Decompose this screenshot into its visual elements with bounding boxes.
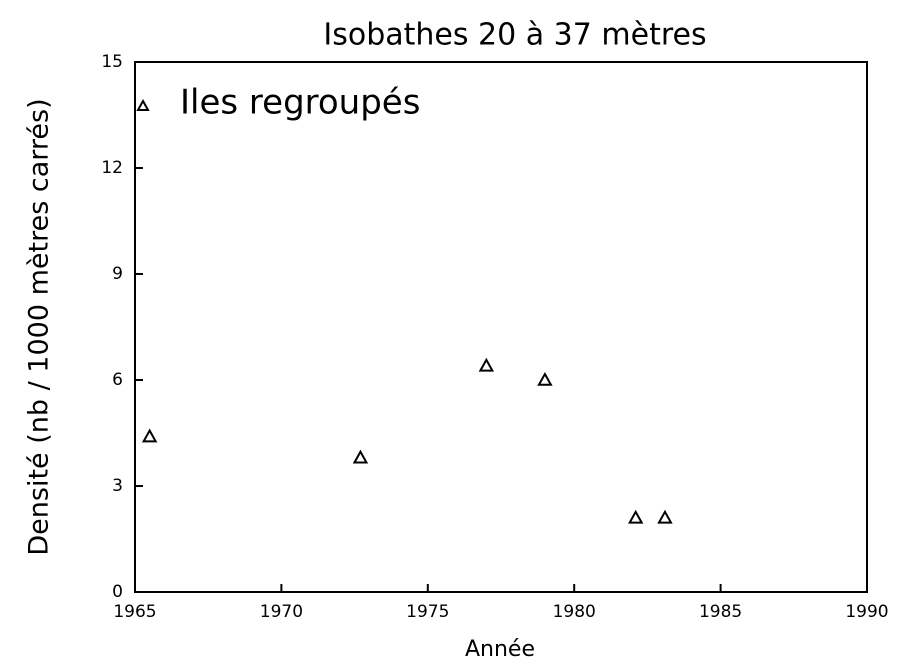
- legend-label: Iles regroupés: [180, 83, 420, 123]
- chart-title: Isobathes 20 à 37 mètres: [323, 18, 706, 53]
- point: [352, 449, 369, 464]
- y-axis-label: Densité (nb / 1000 mètres carrés): [24, 98, 55, 555]
- x-tick-label: 1990: [845, 602, 888, 622]
- legend-symbol: [136, 98, 150, 111]
- x-tick-label: 1985: [699, 602, 742, 622]
- point: [141, 428, 158, 443]
- y-tick-label: 9: [112, 264, 123, 284]
- y-tick-label: 12: [101, 158, 123, 178]
- point: [537, 371, 553, 386]
- plot-frame: [134, 61, 868, 593]
- x-tick-label: 1965: [113, 602, 156, 622]
- x-axis-label: Année: [465, 637, 535, 662]
- x-tick-label: 1970: [260, 602, 303, 622]
- point: [478, 357, 495, 372]
- x-tick-label: 1980: [553, 602, 596, 622]
- y-tick-label: 3: [112, 476, 123, 496]
- y-tick-label: 15: [101, 52, 123, 72]
- point: [657, 509, 673, 524]
- y-tick-label: 6: [112, 370, 123, 390]
- point: [627, 509, 644, 524]
- y-tick-label: 0: [112, 582, 123, 602]
- x-tick-label: 1975: [406, 602, 449, 622]
